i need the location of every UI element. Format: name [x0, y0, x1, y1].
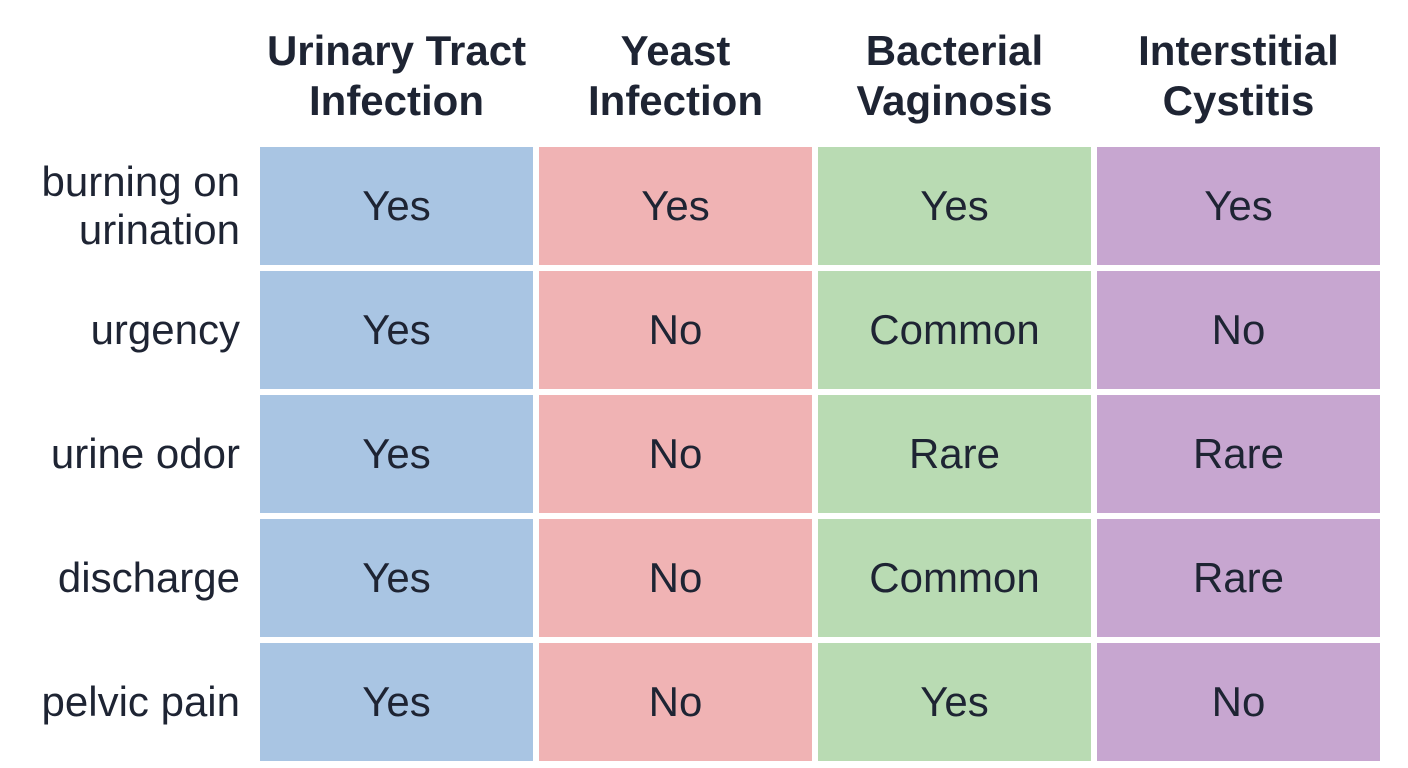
table-cell: Yes: [260, 643, 533, 761]
row-label: burning on urination: [41, 158, 241, 253]
row-label: urgency: [90, 306, 240, 353]
table-cell: No: [539, 643, 812, 761]
column-header: Bacterial Vaginosis: [856, 27, 1053, 124]
table-cell: No: [1097, 643, 1380, 761]
table-cell: Yes: [818, 147, 1091, 265]
table-cell: Yes: [260, 147, 533, 265]
row-label: pelvic pain: [41, 678, 240, 725]
table-cell: Rare: [1097, 395, 1380, 513]
table-cell: No: [539, 271, 812, 389]
table-cell: Yes: [260, 519, 533, 637]
table-cell: Rare: [1097, 519, 1380, 637]
column-header: Yeast Infection: [588, 27, 763, 124]
table-cell: Yes: [260, 395, 533, 513]
table-cell: Yes: [260, 271, 533, 389]
table-cell: No: [1097, 271, 1380, 389]
table-cell: Rare: [818, 395, 1091, 513]
column-header: Urinary Tract Infection: [266, 27, 527, 124]
table-cell: Common: [818, 271, 1091, 389]
table-cell: Common: [818, 519, 1091, 637]
column-header: Interstitial Cystitis: [1138, 27, 1339, 124]
table-cell: Yes: [539, 147, 812, 265]
row-label: urine odor: [50, 430, 240, 477]
table-cell: Yes: [1097, 147, 1380, 265]
table-cell: Yes: [818, 643, 1091, 761]
table-cell: No: [539, 519, 812, 637]
table-cell: No: [539, 395, 812, 513]
row-label: discharge: [57, 554, 240, 601]
